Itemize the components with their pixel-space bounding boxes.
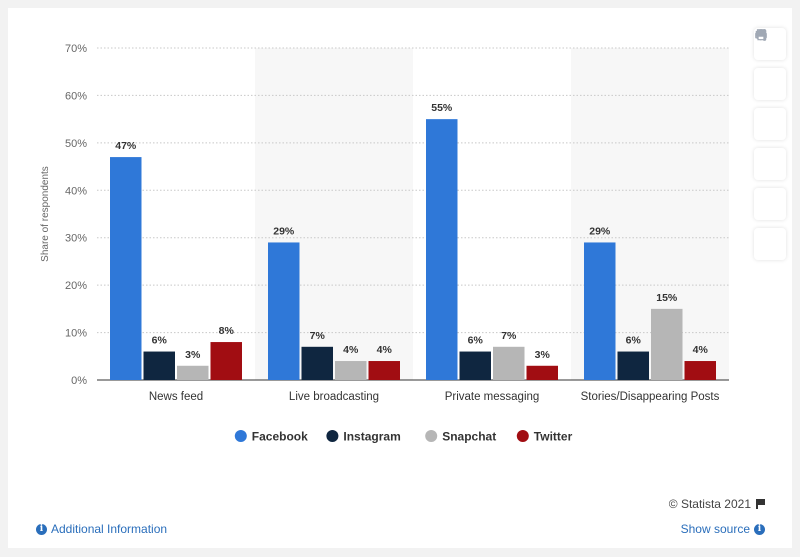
x-category-label: Live broadcasting xyxy=(289,391,379,403)
y-tick-label: 20% xyxy=(65,280,87,292)
legend-marker-instagram xyxy=(326,430,339,442)
bar-snapchat xyxy=(651,308,683,380)
data-label: 4% xyxy=(377,344,393,356)
y-tick-label: 10% xyxy=(65,328,87,340)
bar-twitter xyxy=(684,361,716,380)
y-tick-label: 0% xyxy=(71,375,87,387)
bar-facebook xyxy=(584,242,616,380)
data-label: 6% xyxy=(626,335,642,347)
y-tick-label: 30% xyxy=(65,233,87,245)
data-label: 47% xyxy=(115,140,137,152)
legend-marker-twitter xyxy=(516,430,529,442)
bell-icon[interactable] xyxy=(754,29,786,100)
bar-instagram xyxy=(301,346,333,380)
legend-label: Twitter xyxy=(534,430,573,444)
copyright: © Statista 2021 xyxy=(669,497,765,511)
data-label: 6% xyxy=(152,335,168,347)
additional-information-link[interactable]: i Additional Information xyxy=(36,522,167,536)
data-label: 55% xyxy=(431,102,453,114)
bar-snapchat xyxy=(493,346,525,380)
bar-instagram xyxy=(143,351,175,380)
bar-snapchat xyxy=(335,361,367,380)
legend-label: Instagram xyxy=(343,430,400,444)
quote-icon[interactable] xyxy=(754,30,786,220)
show-source-link[interactable]: Show source i xyxy=(681,522,765,536)
data-label: 7% xyxy=(310,330,326,342)
bar-twitter xyxy=(526,365,558,380)
bar-chart: 0% 10% 20% 30% 40% 50% 60% 70% Share of responde… xyxy=(40,43,729,444)
y-axis-label: Share of respondents xyxy=(40,166,51,262)
print-icon[interactable] xyxy=(754,29,786,260)
bar-facebook xyxy=(268,242,300,380)
share-icon[interactable] xyxy=(754,29,786,180)
flag-icon[interactable] xyxy=(756,499,765,509)
bar-twitter xyxy=(210,342,242,380)
data-label: 15% xyxy=(656,292,678,304)
bar-facebook xyxy=(110,157,142,380)
additional-information-label: Additional Information xyxy=(51,522,168,536)
gear-icon[interactable] xyxy=(754,29,786,140)
y-tick-label: 40% xyxy=(65,185,87,197)
x-category-label: News feed xyxy=(149,391,203,403)
data-label: 4% xyxy=(693,344,709,356)
y-tick-label: 50% xyxy=(65,138,87,150)
legend-label: Facebook xyxy=(252,430,308,444)
x-category-label: Stories/Disappearing Posts xyxy=(581,391,720,403)
show-source-label: Show source xyxy=(680,522,750,536)
info-icon: i xyxy=(36,523,47,535)
chart-card: 0% 10% 20% 30% 40% 50% 60% 70% Share of responde… xyxy=(8,8,792,548)
legend-marker-snapchat xyxy=(425,430,438,442)
data-label: 29% xyxy=(273,225,295,237)
bar-instagram xyxy=(459,351,491,380)
data-label: 4% xyxy=(343,344,359,356)
y-tick-label: 70% xyxy=(65,43,87,55)
copyright-text: © Statista 2021 xyxy=(668,497,751,511)
info-icon: i xyxy=(754,523,765,535)
x-category-label: Private messaging xyxy=(445,391,540,403)
data-label: 7% xyxy=(501,330,517,342)
bar-instagram xyxy=(617,351,649,380)
data-label: 29% xyxy=(589,225,611,237)
y-tick-label: 60% xyxy=(65,90,87,102)
toolbar xyxy=(754,28,786,268)
legend-marker-facebook xyxy=(234,430,247,442)
legend-label: Snapchat xyxy=(442,430,496,444)
data-label: 3% xyxy=(185,349,201,361)
data-label: 6% xyxy=(468,335,484,347)
data-label: 3% xyxy=(535,349,551,361)
bar-snapchat xyxy=(177,365,209,380)
bar-twitter xyxy=(368,361,400,380)
data-label: 8% xyxy=(219,325,235,337)
bar-facebook xyxy=(426,119,458,381)
